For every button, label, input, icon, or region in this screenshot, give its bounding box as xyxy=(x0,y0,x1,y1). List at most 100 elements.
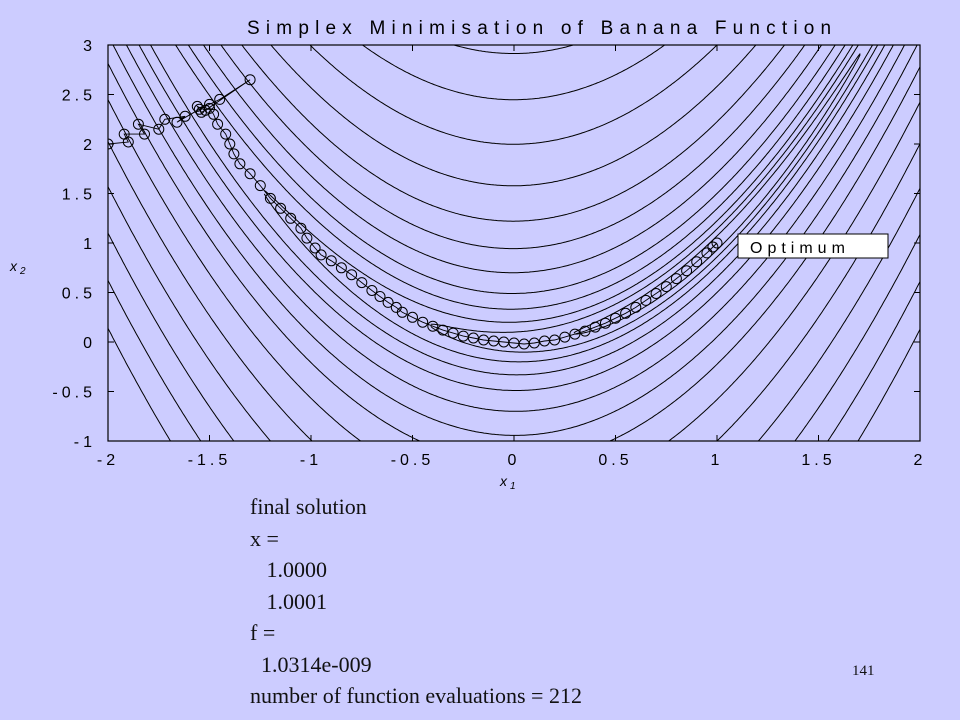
output-line: 1.0314e-009 xyxy=(250,651,372,677)
trajectory-point xyxy=(212,118,224,130)
trajectory-point xyxy=(220,128,232,140)
contour-line xyxy=(125,45,906,412)
final-solution-output: final solution x = 1.0000 1.0001 f = 1.031… xyxy=(250,491,582,712)
simplex-trajectory xyxy=(108,74,723,350)
trajectory-point xyxy=(285,212,297,224)
trajectory-point xyxy=(630,301,642,313)
trajectory-point xyxy=(691,256,703,268)
trajectory-point xyxy=(132,118,144,130)
trajectory-point xyxy=(171,116,183,128)
trajectory-point xyxy=(701,247,713,259)
trajectory-point xyxy=(301,232,313,244)
output-line: final solution xyxy=(250,494,367,519)
y-tick-label: 1 xyxy=(83,236,96,253)
trajectory-point xyxy=(214,93,226,105)
output-line: f = xyxy=(250,620,276,645)
contour-line xyxy=(264,45,854,323)
trajectory-point xyxy=(447,327,459,339)
x-tick-label: 1 xyxy=(711,452,724,469)
trajectory-point xyxy=(118,128,130,140)
contour-line xyxy=(108,62,920,441)
output-line: 1.0000 xyxy=(250,557,328,582)
contour-line xyxy=(573,53,861,334)
trajectory-point xyxy=(660,281,672,293)
output-line: 1.0001 xyxy=(250,588,328,614)
trajectory-point xyxy=(396,306,408,318)
trajectory-point xyxy=(589,321,601,333)
x-tick-label: 0.5 xyxy=(598,452,632,469)
trajectory-point xyxy=(204,102,215,114)
contour-line xyxy=(138,45,894,391)
trajectory-point xyxy=(528,337,540,349)
x-tick-label: 1.5 xyxy=(801,452,835,469)
trajectory-point xyxy=(374,291,386,302)
contour-line xyxy=(270,45,757,187)
x-tick-label: 2 xyxy=(914,452,927,469)
trajectory-point xyxy=(610,312,621,324)
trajectory-point xyxy=(467,332,479,344)
trajectory-point xyxy=(295,222,307,234)
x-tick-label: -0.5 xyxy=(391,452,435,469)
trajectory-point xyxy=(569,328,581,340)
trajectory-point xyxy=(208,108,220,120)
y-tick-label: -0.5 xyxy=(52,385,96,402)
trajectory-point xyxy=(234,158,246,170)
trajectory-point xyxy=(335,262,347,274)
contour-line xyxy=(452,45,575,54)
trajectory-point xyxy=(559,331,571,343)
trajectory-point xyxy=(620,307,632,319)
trajectory-point xyxy=(139,128,150,140)
trajectory-point xyxy=(640,294,652,306)
y-axis-ticks: -1 -0.5 0 0.5 1 1.5 2 2.5 3 xyxy=(52,38,920,451)
trajectory-point xyxy=(204,98,215,110)
trajectory-point xyxy=(427,320,439,332)
trajectory-point xyxy=(191,100,203,112)
contour-line xyxy=(309,45,718,145)
trajectory-point xyxy=(681,265,693,277)
y-tick-label: -1 xyxy=(74,434,96,451)
chart-title: Simplex Minimisation of Banana Function xyxy=(247,18,837,39)
slide-number: 141 xyxy=(852,663,875,679)
contour-line xyxy=(263,45,879,363)
contour-line xyxy=(108,98,920,441)
trajectory-point xyxy=(153,123,165,135)
contour-line xyxy=(202,45,823,274)
y-tick-label: 2 xyxy=(83,137,96,154)
trajectory-point xyxy=(407,311,418,323)
trajectory-point xyxy=(159,113,171,125)
trajectory-point xyxy=(346,269,358,281)
trajectory-point xyxy=(549,334,561,346)
y-tick-label: 1.5 xyxy=(62,187,96,204)
trajectory-point xyxy=(417,316,429,328)
trajectory-point xyxy=(264,192,276,204)
trajectory-point xyxy=(244,74,256,86)
contour-line xyxy=(108,140,920,441)
contour-line xyxy=(220,45,806,250)
output-line: number of function evaluations = 212 xyxy=(250,683,582,708)
trajectory-point xyxy=(224,138,236,150)
y-tick-label: 3 xyxy=(83,38,96,55)
x-tick-label: -2 xyxy=(97,452,119,469)
contour-lines xyxy=(108,45,920,441)
trajectory-point xyxy=(244,168,256,180)
contour-line xyxy=(187,45,836,294)
trajectory-line xyxy=(108,79,718,345)
trajectory-point xyxy=(325,255,337,267)
trajectory-point xyxy=(254,180,266,192)
contour-line xyxy=(174,45,846,310)
x-tick-label: -1.5 xyxy=(188,452,232,469)
trajectory-point xyxy=(275,202,287,214)
trajectory-point xyxy=(356,277,368,289)
contour-line xyxy=(361,45,666,101)
banana-contour-chart: Simplex Minimisation of Banana Function … xyxy=(9,18,927,490)
trajectory-point xyxy=(315,249,327,261)
x-tick-label: 0 xyxy=(508,452,521,469)
trajectory-point xyxy=(382,296,394,308)
x-tick-label: -1 xyxy=(300,452,322,469)
contour-line xyxy=(112,45,918,436)
trajectory-point xyxy=(437,324,449,336)
contour-line xyxy=(108,185,920,441)
contour-line xyxy=(241,45,786,222)
